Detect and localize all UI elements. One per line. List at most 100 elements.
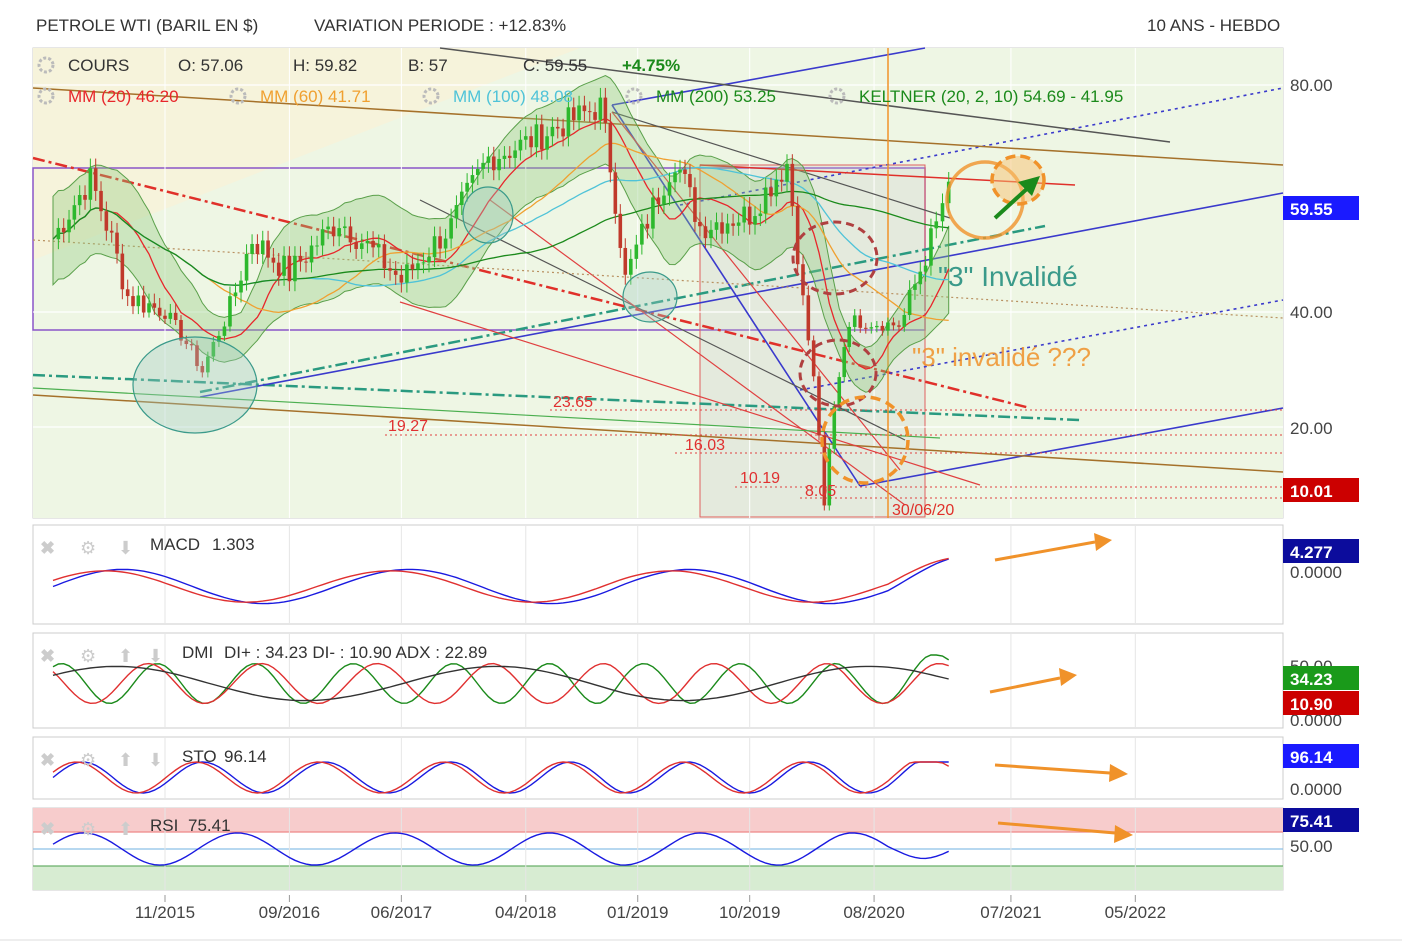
tick-y-40: 40.00 <box>1290 303 1333 322</box>
macd-panel: ✖ ⚙ ⬇ MACD 1.303 0.0000 4.277 <box>32 524 1359 625</box>
candle-body <box>287 255 292 282</box>
candle-body <box>513 150 517 158</box>
candle-body <box>608 122 613 173</box>
instrument-title: PETROLE WTI (BARIL EN $) <box>36 16 259 35</box>
price-legend: COURS O: 57.06 H: 59.82 B: 57 C: 59.55 +… <box>37 56 680 75</box>
arrow-down-icon[interactable]: ⬇ <box>118 538 133 558</box>
gear-icon[interactable]: ⚙ <box>80 750 96 770</box>
candle-body <box>629 258 633 275</box>
pattern-circles <box>132 154 1046 485</box>
gear-icon[interactable] <box>422 87 440 105</box>
dmi-panel: ✖ ⚙ ⬆ ⬇ DMI DI+ : 34.23 DI- : 10.90 ADX … <box>32 632 1359 730</box>
fib-label-1603: 16.03 <box>685 437 725 454</box>
candle-body <box>141 295 146 313</box>
dmi-minus-text: 10.90 <box>1290 695 1333 714</box>
candle-body <box>880 325 885 331</box>
candle-body <box>168 312 173 319</box>
arrow-up-icon[interactable]: ⬆ <box>118 750 133 770</box>
tick-x: 09/2016 <box>259 903 320 922</box>
gear-icon[interactable] <box>229 87 247 105</box>
candle-body <box>410 264 415 270</box>
candle-body <box>276 262 281 276</box>
green-arrow-shaft <box>993 184 1032 220</box>
gear-icon[interactable] <box>37 87 55 105</box>
circle-2020-mid <box>798 338 878 408</box>
candle-body <box>811 340 816 377</box>
trendline-red-dash <box>32 156 1031 410</box>
candle-body <box>77 195 82 206</box>
close-icon[interactable]: ✖ <box>40 819 55 839</box>
candle-body <box>438 236 442 249</box>
candle-body <box>842 347 847 378</box>
tick-x: 08/2020 <box>843 903 904 922</box>
candle-body <box>673 172 677 183</box>
candle-body <box>371 240 375 248</box>
gear-icon[interactable]: ⚙ <box>80 538 96 558</box>
close-icon[interactable]: ✖ <box>40 538 55 558</box>
dmi-plus-badge <box>1283 666 1359 690</box>
candle-body <box>907 289 912 315</box>
candle-body <box>582 105 587 112</box>
macd-badge-text: 4.277 <box>1290 543 1333 562</box>
macd-label: MACD <box>150 535 200 554</box>
arrow-down-icon[interactable]: ⬇ <box>148 646 163 666</box>
candle-body <box>852 315 857 327</box>
candle-body <box>645 223 650 229</box>
sto-label: STO <box>182 747 217 766</box>
candle-body <box>720 222 724 234</box>
green-arrow-head <box>1018 176 1040 196</box>
candle-body <box>109 230 114 233</box>
tick-x: 04/2018 <box>495 903 556 922</box>
tick-x: 10/2019 <box>719 903 780 922</box>
sto-badge-text: 96.14 <box>1290 748 1333 767</box>
arrow-up-icon[interactable]: ⬆ <box>118 646 133 666</box>
gear-icon[interactable]: ⚙ <box>80 646 96 666</box>
close-icon[interactable]: ✖ <box>40 750 55 770</box>
rsi-badge-text: 75.41 <box>1290 812 1333 831</box>
trendline-green-long <box>32 387 941 439</box>
legend-mm200: MM (200) 53.25 <box>656 87 776 106</box>
annotation-invalide-green: "3" Invalidé <box>938 261 1078 292</box>
candle-body <box>497 158 501 171</box>
candle-body <box>613 172 618 214</box>
dmi-arrow-head <box>1059 668 1077 686</box>
candle-body <box>550 126 555 137</box>
gear-icon[interactable]: ⚙ <box>80 819 96 839</box>
trendline-gray-diag <box>419 199 906 441</box>
gear-icon[interactable] <box>625 87 643 105</box>
arrow-down-icon[interactable]: ⬇ <box>148 750 163 770</box>
keltner-bands <box>52 75 950 393</box>
candle-body <box>571 107 576 121</box>
circle-2020-top <box>791 220 879 296</box>
dmi-minus-badge <box>1283 691 1359 715</box>
sto-grid <box>164 737 1136 799</box>
tick-x: 11/2015 <box>135 903 195 922</box>
candle-body <box>523 136 528 140</box>
candle-body <box>104 211 109 231</box>
circle-2019-low <box>622 271 678 323</box>
candle-body <box>736 222 741 226</box>
sto-lines <box>52 761 950 794</box>
gear-icon[interactable] <box>828 87 846 105</box>
close-icon[interactable]: ✖ <box>40 646 55 666</box>
candle-body <box>179 319 183 341</box>
candle-body <box>304 261 308 263</box>
candle-body <box>222 326 227 336</box>
candle-body <box>678 169 682 173</box>
fan-red-1 <box>489 199 906 506</box>
sto-zero: 0.0000 <box>1290 780 1342 799</box>
period-label: 10 ANS - HEBDO <box>1147 16 1281 35</box>
trendline-tan-dotted <box>32 239 1284 319</box>
candle-body <box>131 296 135 307</box>
candle-body <box>470 175 475 183</box>
candle-body <box>731 223 735 226</box>
candle-body <box>365 240 370 244</box>
rsi-arrow-head <box>1114 825 1133 843</box>
arrow-up-icon[interactable]: ⬆ <box>118 819 133 839</box>
candle-body <box>790 163 795 207</box>
channel-blue-dotted-mid <box>799 299 1284 391</box>
gear-icon[interactable] <box>37 56 55 74</box>
keltner-fill <box>52 75 950 393</box>
candle-body <box>869 327 874 329</box>
